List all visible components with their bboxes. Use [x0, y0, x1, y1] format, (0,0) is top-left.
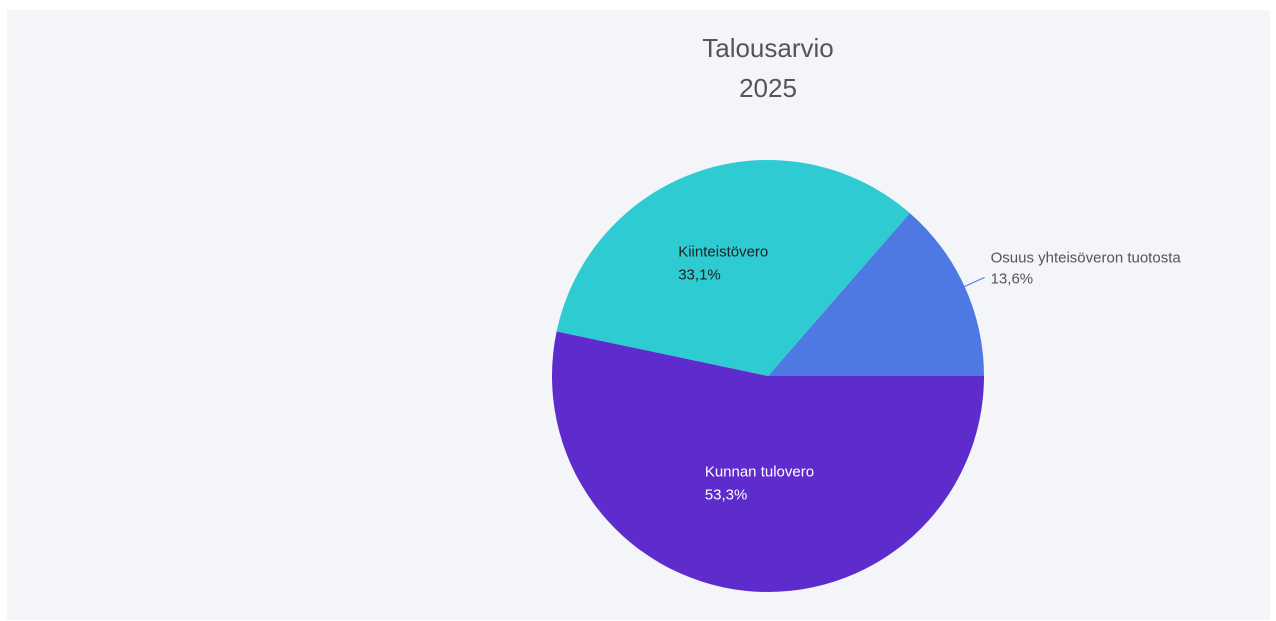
slice-value-label: 33,1% [678, 266, 721, 283]
slice-label: Kunnan tulovero [705, 463, 814, 480]
chart-title: Talousarvio [702, 33, 834, 63]
slice-label: Kiinteistövero [678, 243, 768, 260]
slice-value-label: 53,3% [705, 486, 748, 503]
leader-line [964, 276, 985, 287]
chart-subtitle: 2025 [739, 73, 797, 103]
pie-slice [556, 159, 910, 376]
pie-slice [768, 213, 984, 376]
slice-label: Osuus yhteisöveron tuotosta [991, 249, 1182, 266]
slice-value-label: 13,6% [991, 270, 1034, 287]
pie-slice [552, 331, 984, 592]
